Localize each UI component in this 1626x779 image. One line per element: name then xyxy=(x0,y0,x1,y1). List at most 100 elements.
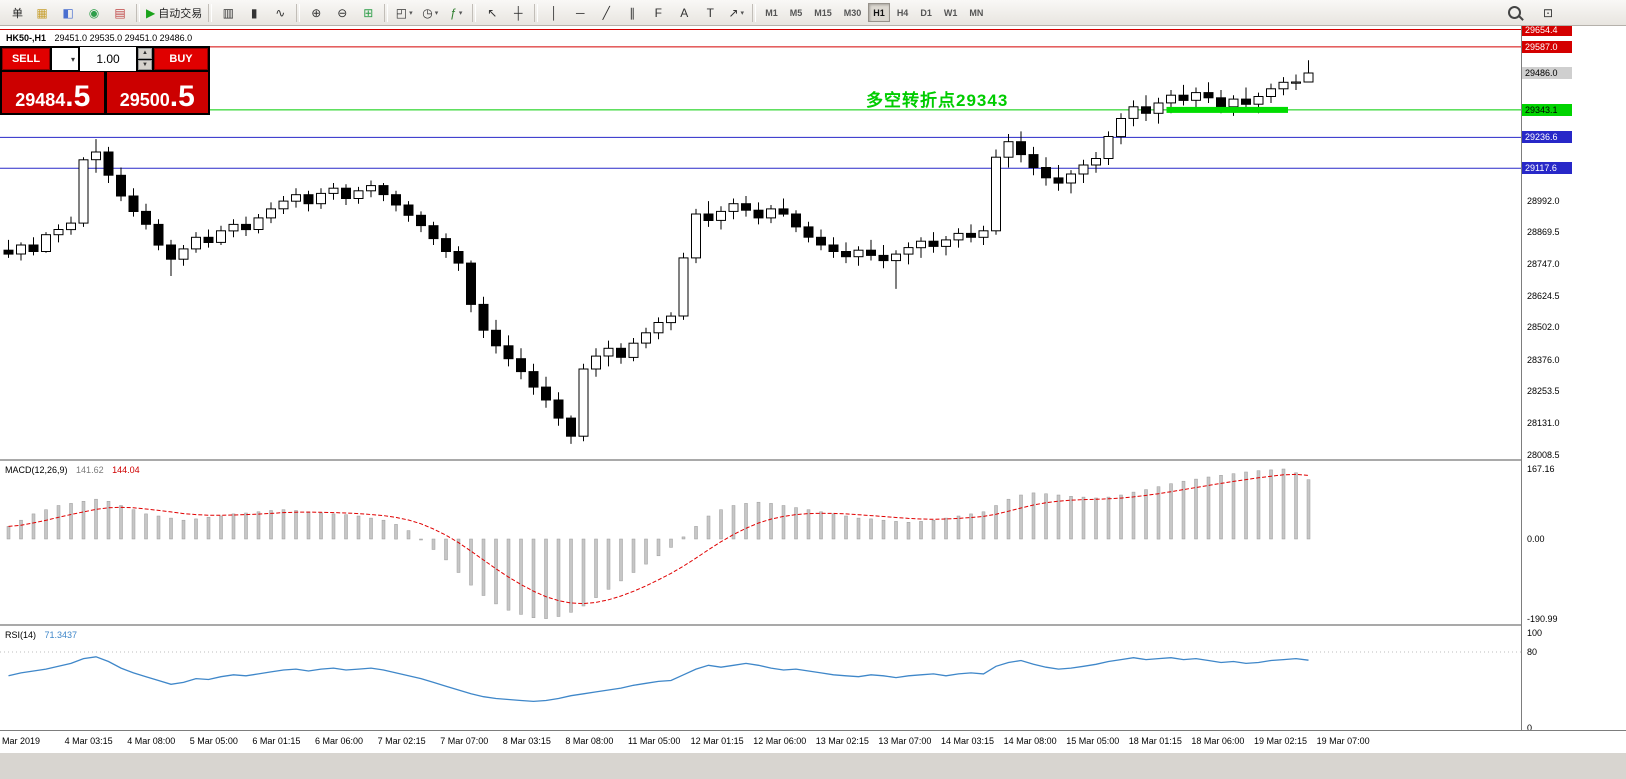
time-axis-label: 7 Mar 07:00 xyxy=(440,736,489,746)
sell-button[interactable]: SELL xyxy=(2,48,50,70)
price-line-label[interactable]: 29654.4 xyxy=(1522,26,1572,36)
cursor-icon: ↖ xyxy=(487,5,498,20)
time-axis-label: 12 Mar 06:00 xyxy=(753,736,807,746)
market-watch-icon[interactable]: ▦ xyxy=(29,2,55,24)
macd-indicator-pane[interactable]: MACD(12,26,9) 141.62 144.04 xyxy=(0,461,1521,624)
cursor-icon[interactable]: ↖ xyxy=(479,2,505,24)
annotation-text: 多空转折点29343 xyxy=(866,91,1009,110)
price-line-label[interactable]: 29117.6 xyxy=(1522,162,1572,175)
bar-chart-icon[interactable]: ▥ xyxy=(215,2,241,24)
period-icon: ◷ xyxy=(422,5,433,20)
price-grid-label: 100 xyxy=(1527,628,1543,638)
volume-up-button[interactable]: ▲ xyxy=(138,48,152,59)
terminal-icon[interactable]: ▤ xyxy=(107,2,133,24)
macd-label: MACD(12,26,9) 141.62 144.04 xyxy=(5,465,140,475)
chart-header: HK50-,H1 29451.0 29535.0 29451.0 29486.0 xyxy=(6,33,192,43)
macd-histogram xyxy=(6,468,1311,619)
timeframe-mn-button[interactable]: MN xyxy=(969,7,984,18)
navigator-icon[interactable]: ◉ xyxy=(81,2,107,24)
order-settings-dropdown[interactable]: ▾ xyxy=(52,48,78,70)
horizontal-line-icon[interactable]: ─ xyxy=(567,2,593,24)
price-grid-label: 0 xyxy=(1527,723,1533,730)
vertical-line-icon: │ xyxy=(550,5,558,20)
zoom-out-icon[interactable]: ⊖ xyxy=(329,2,355,24)
fibonacci-icon[interactable]: F xyxy=(645,2,671,24)
text-icon[interactable]: A xyxy=(671,2,697,24)
timeframe-d1-button[interactable]: D1 xyxy=(920,7,932,18)
buy-button[interactable]: BUY xyxy=(154,48,208,70)
time-axis-label: 12 Mar 01:15 xyxy=(690,736,744,746)
time-axis-label: 15 Mar 05:00 xyxy=(1066,736,1120,746)
symbol-label: HK50-,H1 xyxy=(6,33,47,43)
timeframe-m5-button[interactable]: M5 xyxy=(789,7,803,18)
channel-icon: ∥ xyxy=(629,5,636,20)
timeframe-m15-button[interactable]: M15 xyxy=(814,7,832,18)
time-axis-label: 5 Mar 05:00 xyxy=(189,736,238,746)
rsi-indicator-pane[interactable]: RSI(14) 71.3437 xyxy=(0,626,1521,730)
new-chart-icon[interactable]: ◰ ▾ xyxy=(391,2,417,24)
time-axis-label: 13 Mar 07:00 xyxy=(878,736,932,746)
timeframe-h4-button[interactable]: H4 xyxy=(896,7,909,18)
chevron-down-icon: ▾ xyxy=(740,9,745,17)
chevron-down-icon: ▾ xyxy=(70,54,75,64)
market-watch-icon: ▦ xyxy=(36,5,48,20)
shapes-icon[interactable]: ↗ ▾ xyxy=(723,2,749,24)
current-price-label[interactable]: 29486.0 xyxy=(1522,67,1572,79)
channel-icon[interactable]: ∥ xyxy=(619,2,645,24)
time-axis-label: 8 Mar 08:00 xyxy=(565,736,614,746)
price-grid-label: 28992.0 xyxy=(1527,195,1560,206)
bar-chart-icon: ▥ xyxy=(222,5,234,20)
search-icon[interactable] xyxy=(1501,2,1527,24)
pane-separator-macd[interactable] xyxy=(0,459,1521,461)
time-axis-label: 19 Mar 02:15 xyxy=(1254,736,1308,746)
toolbar-right-group: ⊡ xyxy=(1501,2,1561,24)
timeframe-m30-button[interactable]: M30 xyxy=(843,7,862,18)
time-axis-label: 13 Mar 02:15 xyxy=(815,736,869,746)
new-window-icon[interactable]: ⊡ xyxy=(1535,2,1561,24)
price-chart-pane[interactable]: HK50-,H1 29451.0 29535.0 29451.0 29486.0… xyxy=(0,26,1521,459)
new-window-icon: ⊡ xyxy=(1542,5,1554,20)
vertical-line-icon[interactable]: │ xyxy=(541,2,567,24)
buy-price[interactable]: 29500 .5 xyxy=(106,72,208,113)
sell-price[interactable]: 29484 .5 xyxy=(2,72,104,113)
toolbar-separator xyxy=(752,3,757,22)
rsi-label: RSI(14) 71.3437 xyxy=(5,630,78,640)
period-icon[interactable]: ◷ ▾ xyxy=(417,2,443,24)
label-icon[interactable]: T xyxy=(697,2,723,24)
data-window-icon[interactable]: ◧ xyxy=(55,2,81,24)
pane-separator-rsi[interactable] xyxy=(0,624,1521,626)
crosshair-icon: ┼ xyxy=(513,5,523,20)
time-axis-label: 4 Mar 08:00 xyxy=(127,736,176,746)
new-order-button[interactable]: 单 xyxy=(3,2,29,24)
status-bar xyxy=(0,752,1626,779)
time-axis-label: 14 Mar 03:15 xyxy=(941,736,995,746)
candlestick-chart xyxy=(0,29,1521,444)
crosshair-icon[interactable]: ┼ xyxy=(505,2,531,24)
label-icon: T xyxy=(706,5,714,20)
volume-field xyxy=(80,47,136,71)
price-line-label[interactable]: 29587.0 xyxy=(1522,40,1572,53)
chevron-down-icon: ▾ xyxy=(458,9,463,17)
price-line-label[interactable]: 29343.1 xyxy=(1522,103,1572,116)
timeframe-m1-button[interactable]: M1 xyxy=(765,7,778,18)
candlestick-chart-icon[interactable]: ▮ xyxy=(241,2,267,24)
volume-down-button[interactable]: ▼ xyxy=(138,59,152,70)
line-chart-icon[interactable]: ∿ xyxy=(267,2,293,24)
time-axis-label: 7 Mar 02:15 xyxy=(377,736,426,746)
tile-windows-icon[interactable]: ⊞ xyxy=(355,2,381,24)
timeframe-w1-button[interactable]: W1 xyxy=(943,7,958,18)
price-line-label[interactable]: 29236.6 xyxy=(1522,131,1572,144)
auto-trading-icon: ▶ xyxy=(146,5,156,20)
price-axis[interactable]: 28992.0 28869.5 28747.0 28624.5 28502.0 28376… xyxy=(1521,26,1626,730)
zoom-in-icon[interactable]: ⊕ xyxy=(303,2,329,24)
auto-trading-button[interactable]: ▶ 自动交易 xyxy=(143,2,205,24)
trendline-icon[interactable]: ╱ xyxy=(593,2,619,24)
timeframe-h1-button[interactable]: H1 xyxy=(868,3,890,22)
one-click-trading-panel: SELL ▾ ▲ ▼ BUY 29484 .5 29 xyxy=(0,46,210,115)
price-grid-label: -190.99 xyxy=(1527,614,1558,624)
price-grid-label: 28747.0 xyxy=(1527,258,1560,269)
time-axis[interactable]: Mar 2019 4 Mar 03:15 4 Mar 08:00 5 Mar 05:0… xyxy=(0,730,1626,752)
indicators-icon[interactable]: ƒ ▾ xyxy=(443,2,469,24)
volume-input[interactable] xyxy=(80,47,136,71)
tile-windows-icon: ⊞ xyxy=(363,5,374,20)
